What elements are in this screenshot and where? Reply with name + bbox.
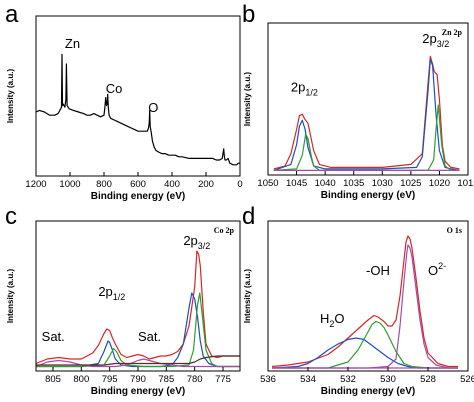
x-tick-label: 775 <box>215 374 231 385</box>
x-tick-label: 785 <box>158 374 174 385</box>
x-tick-label: 790 <box>130 374 146 385</box>
x-tick-label: 526 <box>460 374 474 385</box>
series-line-a-1 <box>35 53 240 166</box>
x-tick-label: 536 <box>260 374 276 385</box>
x-tick-label: 1035 <box>343 178 364 189</box>
series-line-c-1 <box>35 250 240 365</box>
x-tick-label: 400 <box>164 179 180 190</box>
x-axis-label: Binding energy (eV) <box>91 386 185 397</box>
element-tag: Co 2p <box>214 226 235 235</box>
plot-frame-b <box>267 22 469 176</box>
x-tick-label: 1200 <box>25 179 46 190</box>
x-tick-label: 1040 <box>315 178 336 189</box>
peak-label: 2p1/2 <box>291 79 318 97</box>
peak-label: H2O <box>320 311 345 329</box>
x-tick-label: 200 <box>198 179 214 190</box>
x-tick-label: 532 <box>340 374 356 385</box>
panel-letter: d <box>242 203 255 230</box>
series-line-d-4 <box>272 244 458 369</box>
y-axis-label: Intensity (a.u.) <box>6 69 15 124</box>
x-tick-label: 1050 <box>257 178 278 189</box>
panel-b: 1050 1045 1040 1035 1030 1025 1020 1015 Binding … <box>242 1 474 201</box>
series-line-b-1 <box>273 55 460 170</box>
x-axis-label: Binding energy (eV) <box>91 191 185 202</box>
x-tick-label: 795 <box>102 374 118 385</box>
x-tick-label: 534 <box>300 374 316 385</box>
peak-label: 2p3/2 <box>422 31 449 49</box>
series-line-d-1 <box>271 235 458 368</box>
panel-letter: b <box>242 1 255 28</box>
panel-letter: a <box>5 1 19 28</box>
x-tick-label: 600 <box>130 179 146 190</box>
peak-label: 2p1/2 <box>98 284 125 302</box>
peak-label: -OH <box>366 263 390 278</box>
series-line-c-4 <box>35 358 240 368</box>
panel-d: 536 534 532 530 528 526 Binding energy (eV) Int… <box>242 203 474 397</box>
panel-c: 805 800 795 790 785 780 775 Binding energy (eV)… <box>5 203 241 397</box>
peak-label: 2p3/2 <box>183 233 210 251</box>
x-tick-label: 1015 <box>457 178 474 189</box>
y-axis-label: Intensity (a.u.) <box>243 72 252 127</box>
series-line-c-5 <box>36 355 240 366</box>
x-axis-label: Binding energy (eV) <box>321 190 415 201</box>
x-tick-label: 1045 <box>286 178 307 189</box>
x-tick-label: 780 <box>187 374 203 385</box>
element-tag: O 1s <box>447 226 462 235</box>
x-tick-label: 0 <box>237 179 242 190</box>
peak-label: Sat. <box>138 329 161 344</box>
series-line-c-2 <box>36 292 240 368</box>
x-tick-label: 530 <box>380 374 396 385</box>
x-tick-label: 800 <box>73 374 89 385</box>
x-tick-label: 1025 <box>400 178 421 189</box>
x-tick-label: 1020 <box>429 178 450 189</box>
y-axis-label: Intensity (a.u.) <box>6 269 15 324</box>
panel-a: 1200 1000 800 600 400 200 0 Binding energy (eV)… <box>5 1 243 202</box>
element-tag: Zn 2p <box>442 28 463 37</box>
x-tick-label: 528 <box>420 374 436 385</box>
peak-label: O <box>148 100 158 115</box>
series-line-c-3 <box>36 292 240 368</box>
peak-label: Co <box>106 81 123 96</box>
plot-frame-d <box>267 220 469 372</box>
x-tick-label: 1030 <box>372 178 393 189</box>
series-line-d-3 <box>272 320 458 369</box>
x-axis-label: Binding energy (eV) <box>321 386 415 397</box>
peak-label: O2- <box>428 261 446 278</box>
series-line-b-2 <box>273 58 460 171</box>
peak-label: Zn <box>65 36 80 51</box>
y-axis-label: Intensity (a.u.) <box>243 269 252 324</box>
x-tick-label: 805 <box>45 374 61 385</box>
x-tick-label: 800 <box>96 179 112 190</box>
x-tick-label: 1000 <box>59 179 80 190</box>
panel-letter: c <box>5 203 17 230</box>
peak-label: Sat. <box>42 329 65 344</box>
